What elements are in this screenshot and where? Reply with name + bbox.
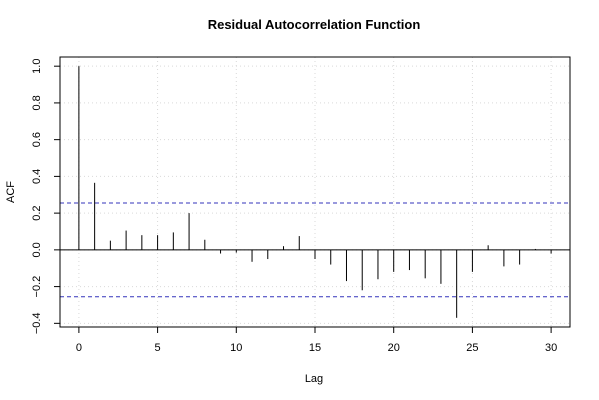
x-axis-label: Lag — [305, 373, 323, 385]
acf-bars — [78, 66, 552, 318]
x-tick-label: 10 — [230, 342, 242, 354]
y-tick-label: −0.2 — [31, 276, 43, 298]
x-tick-label: 0 — [76, 342, 82, 354]
x-tick-label: 20 — [388, 342, 400, 354]
x-axis: 0 5 10 15 20 25 30 — [76, 327, 557, 354]
y-tick-label: 0.0 — [31, 242, 43, 257]
y-tick-label: 0.6 — [31, 132, 43, 147]
y-axis-label: ACF — [5, 181, 17, 203]
y-tick-label: 1.0 — [31, 59, 43, 74]
gridlines — [60, 57, 570, 327]
y-tick-label: 0.2 — [31, 205, 43, 220]
y-tick-label: 0.8 — [31, 95, 43, 110]
x-tick-label: 15 — [309, 342, 321, 354]
y-axis: −0.4 −0.2 0.0 0.2 0.4 0.6 0.8 1.0 — [31, 59, 60, 334]
x-tick-label: 25 — [466, 342, 478, 354]
chart-title: Residual Autocorrelation Function — [208, 17, 421, 32]
x-tick-label: 5 — [155, 342, 161, 354]
x-tick-label: 30 — [545, 342, 557, 354]
y-tick-label: −0.4 — [31, 312, 43, 334]
y-tick-label: 0.4 — [31, 169, 43, 184]
